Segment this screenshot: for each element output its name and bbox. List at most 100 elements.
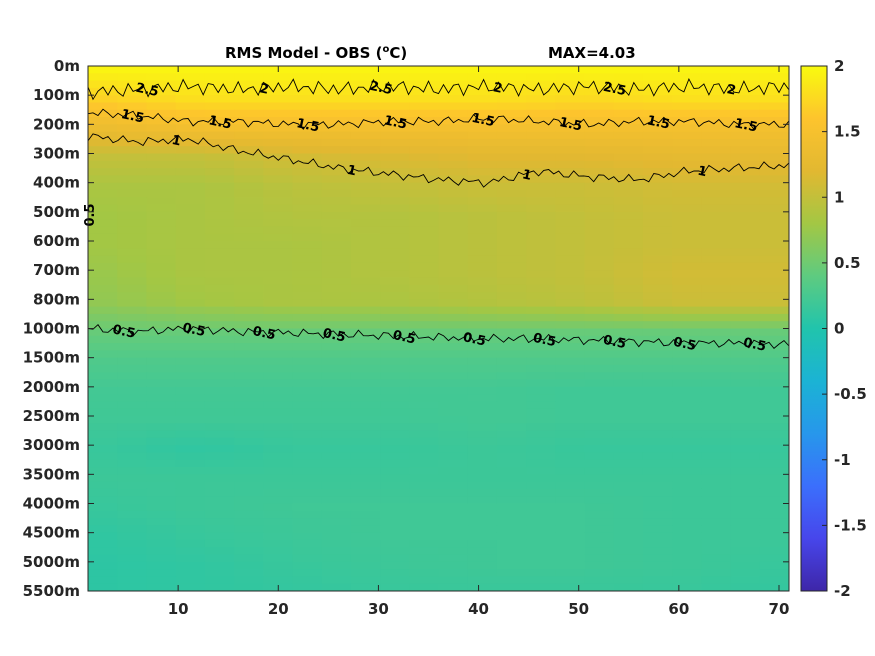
heatmap-cell: [467, 452, 498, 461]
heatmap-cell: [117, 277, 148, 286]
y-tick-label: 200m: [33, 115, 80, 133]
heatmap-cell: [642, 321, 673, 330]
heatmap-cell: [467, 131, 498, 140]
heatmap-cell: [730, 73, 761, 82]
heatmap-cell: [467, 146, 498, 155]
heatmap-cell: [730, 175, 761, 184]
heatmap-cell: [584, 423, 615, 432]
heatmap-cell: [117, 401, 148, 410]
heatmap-cell: [409, 204, 440, 213]
heatmap-cell: [438, 175, 469, 184]
heatmap-cell: [175, 95, 206, 104]
heatmap-cell: [409, 488, 440, 497]
heatmap-cell: [496, 423, 527, 432]
heatmap-cell: [613, 131, 644, 140]
heatmap-cell: [701, 386, 732, 395]
heatmap-cell: [496, 255, 527, 264]
heatmap-cell: [234, 430, 264, 439]
heatmap-cell: [292, 547, 323, 556]
heatmap-cell: [263, 204, 294, 213]
heatmap-cell: [730, 248, 761, 257]
heatmap-cell: [146, 175, 177, 184]
heatmap-cell: [88, 226, 118, 235]
heatmap-cell: [380, 364, 410, 373]
heatmap-cell: [234, 437, 264, 446]
heatmap-cell: [759, 430, 789, 439]
heatmap-cell: [321, 270, 352, 279]
heatmap-cell: [263, 510, 294, 519]
heatmap-cell: [613, 532, 644, 541]
heatmap-cell: [117, 364, 148, 373]
heatmap-cell: [584, 525, 615, 534]
heatmap-cell: [642, 423, 673, 432]
heatmap-cell: [350, 248, 381, 257]
heatmap-cell: [467, 226, 498, 235]
heatmap-cell: [438, 525, 469, 534]
heatmap-cell: [234, 284, 264, 293]
heatmap-cell: [146, 379, 177, 388]
heatmap-cell: [380, 554, 410, 563]
heatmap-cell: [730, 313, 761, 322]
heatmap-cell: [88, 394, 118, 403]
heatmap-cell: [234, 117, 264, 125]
heatmap-cell: [613, 437, 644, 446]
heatmap-cell: [409, 554, 440, 563]
heatmap-cell: [263, 146, 294, 155]
heatmap-cell: [555, 292, 586, 300]
heatmap-cell: [613, 474, 644, 483]
heatmap-cell: [730, 335, 761, 344]
heatmap-cell: [496, 299, 527, 308]
heatmap-cell: [467, 153, 498, 162]
heatmap-cell: [204, 284, 235, 293]
heatmap-cell: [759, 394, 789, 403]
heatmap-cell: [88, 430, 118, 439]
heatmap-cell: [642, 386, 673, 395]
heatmap-cell: [117, 189, 148, 198]
heatmap-cell: [642, 488, 673, 497]
heatmap-cell: [526, 241, 556, 249]
heatmap-cell: [117, 379, 148, 388]
heatmap-cell: [526, 379, 556, 388]
heatmap-cell: [204, 364, 235, 373]
heatmap-cell: [467, 423, 498, 432]
heatmap-cell: [526, 197, 556, 206]
contour-line: [88, 133, 789, 188]
heatmap-cell: [380, 80, 410, 89]
heatmap-cell: [672, 386, 702, 395]
heatmap-cell: [234, 255, 264, 264]
heatmap-cell: [292, 313, 323, 322]
heatmap-cell: [496, 204, 527, 213]
heatmap-cell: [701, 197, 732, 206]
heatmap-cell: [467, 219, 498, 228]
heatmap-cell: [613, 270, 644, 279]
heatmap-cell: [701, 146, 732, 155]
heatmap-cell: [672, 350, 702, 359]
heatmap-cell: [263, 292, 294, 300]
heatmap-cell: [613, 153, 644, 162]
heatmap-cell: [88, 321, 118, 330]
heatmap-cell: [117, 197, 148, 206]
heatmap-cell: [234, 109, 264, 118]
heatmap-cell: [409, 313, 440, 322]
heatmap-cell: [672, 583, 702, 591]
heatmap-cell: [234, 328, 264, 337]
heatmap-cell: [496, 445, 527, 454]
heatmap-cell: [321, 430, 352, 439]
heatmap-cell: [759, 474, 789, 483]
heatmap-cell: [467, 437, 498, 446]
heatmap-cell: [263, 87, 294, 96]
heatmap-cell: [672, 539, 702, 548]
heatmap-cell: [467, 416, 498, 424]
heatmap-cell: [292, 394, 323, 403]
heatmap-cell: [526, 189, 556, 198]
heatmap-cell: [380, 175, 410, 184]
heatmap-cell: [730, 583, 761, 591]
heatmap-cell: [146, 321, 177, 330]
heatmap-cell: [526, 204, 556, 213]
heatmap-cell: [672, 277, 702, 286]
heatmap-cell: [613, 401, 644, 410]
heatmap-cell: [146, 219, 177, 228]
heatmap-cell: [292, 87, 323, 96]
heatmap-cell: [613, 284, 644, 293]
heatmap-cell: [88, 292, 118, 300]
